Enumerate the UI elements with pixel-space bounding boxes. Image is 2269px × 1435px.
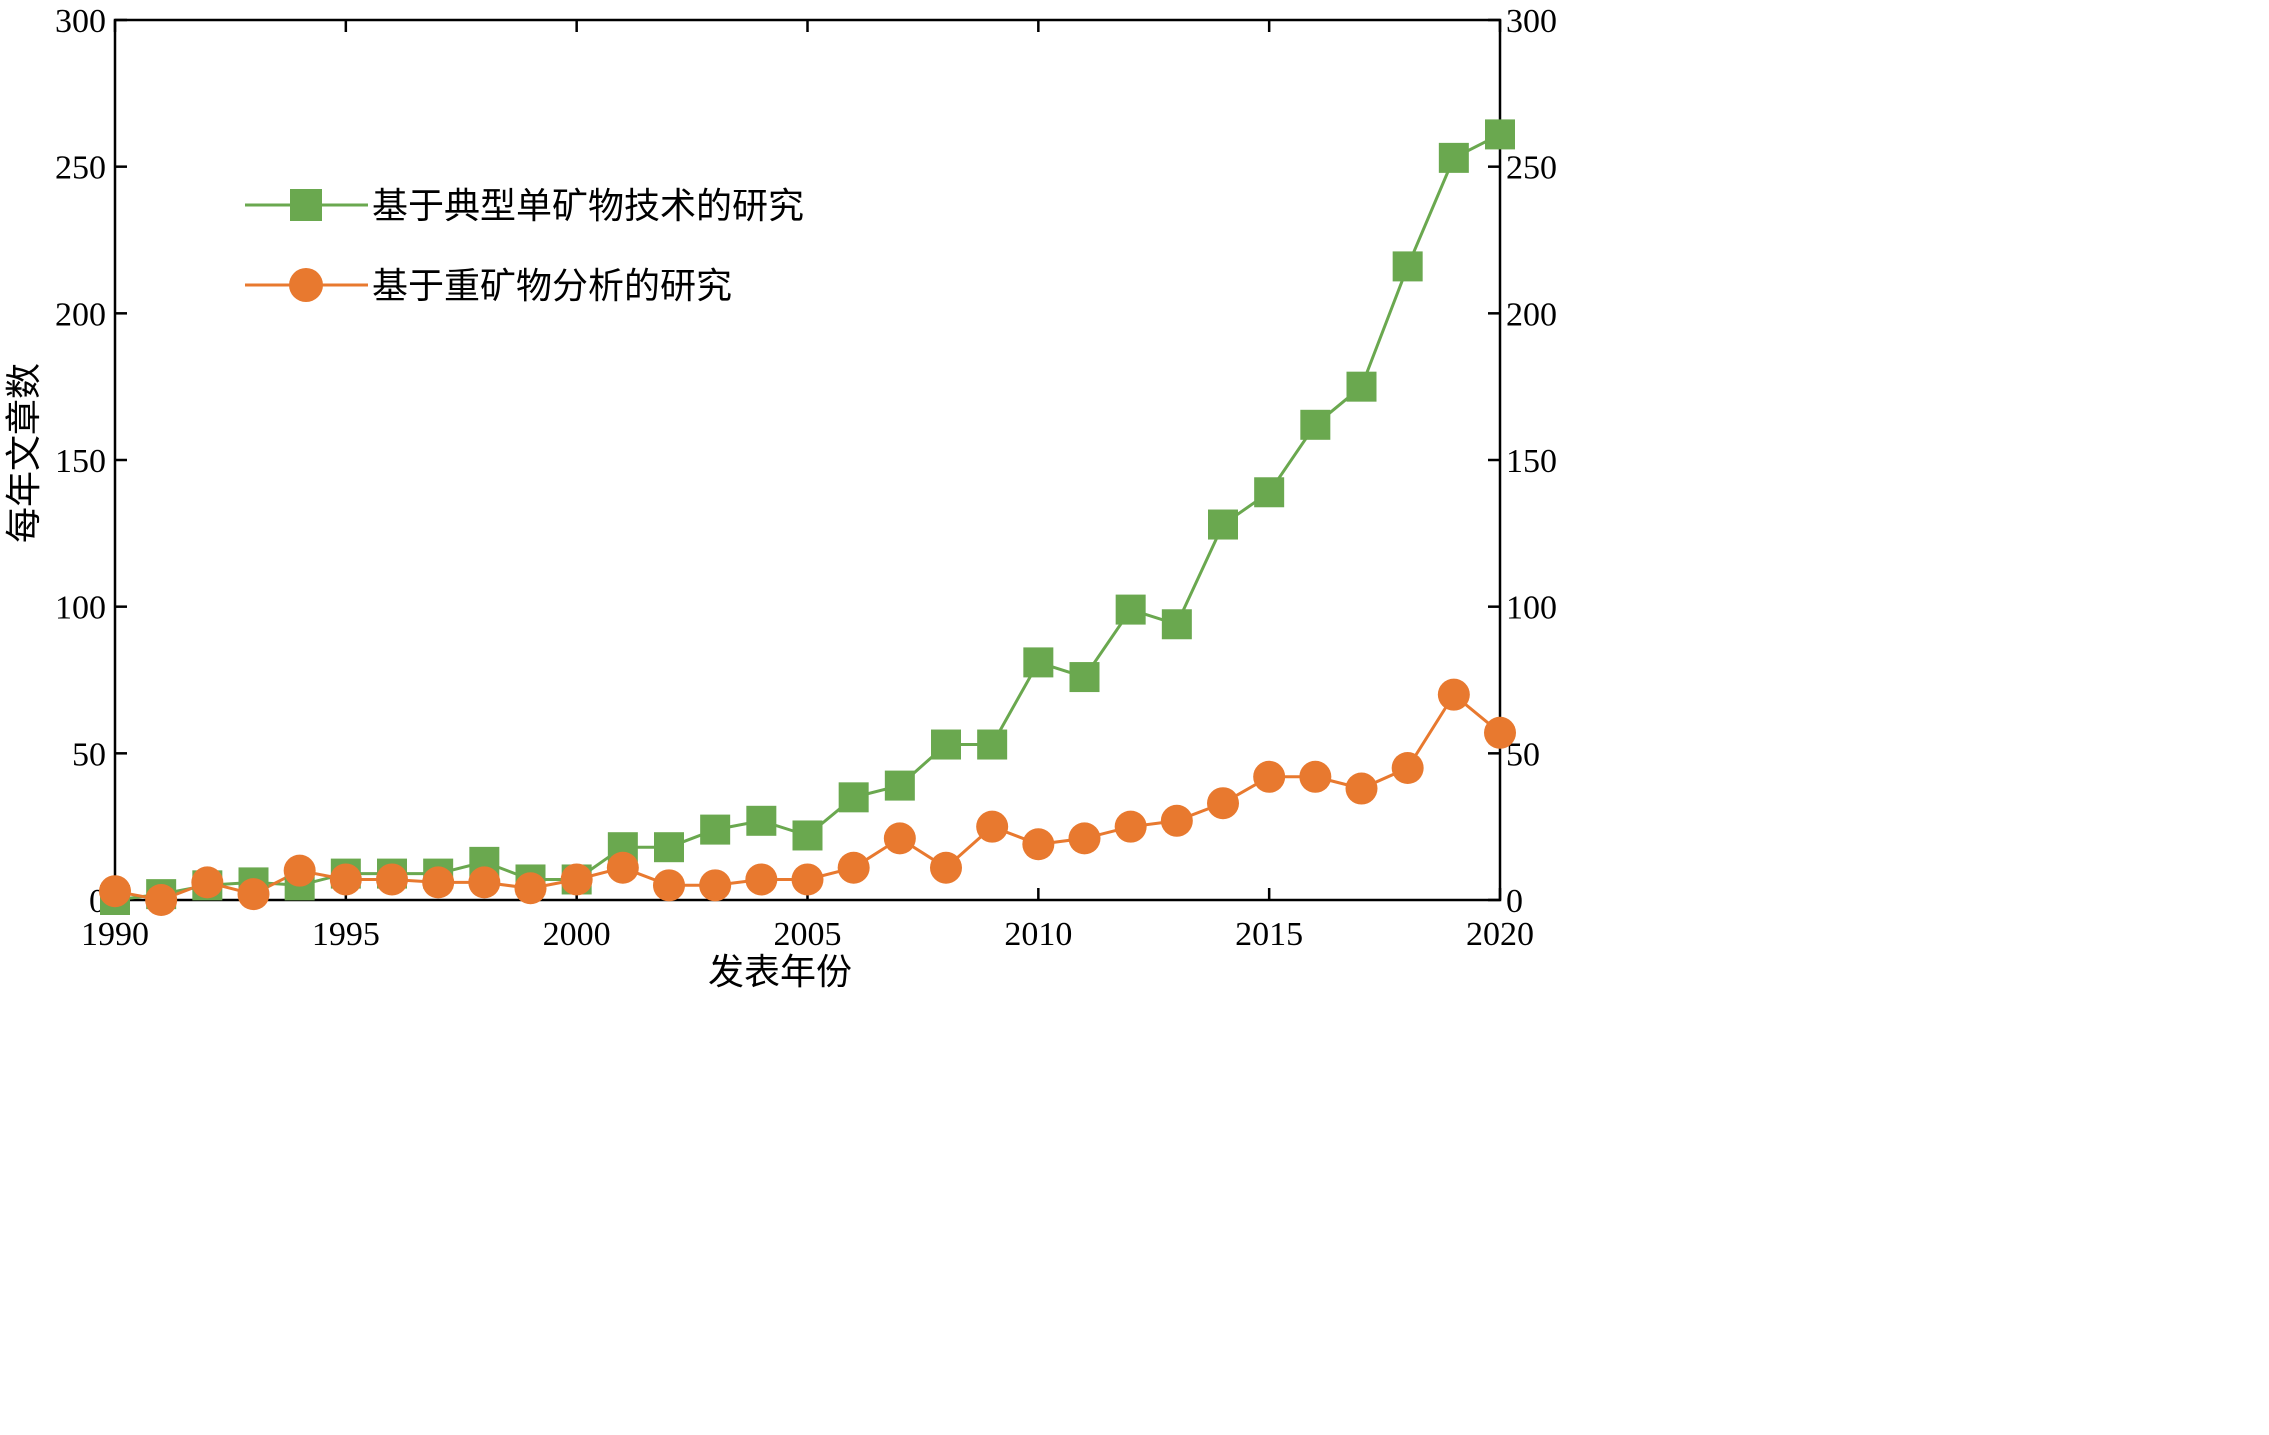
circle-marker-point <box>1345 772 1378 805</box>
y2-tick-label: 300 <box>1506 3 1557 40</box>
circle-marker-point <box>468 866 501 899</box>
axis-ticks <box>113 18 1502 902</box>
x-tick-label: 2015 <box>1235 916 1303 953</box>
circle-marker-point <box>699 869 732 902</box>
square-marker-point <box>1438 142 1469 173</box>
x-tick-label: 1990 <box>81 916 149 953</box>
circle-marker-point <box>1391 752 1424 784</box>
series-markers <box>99 119 1516 916</box>
x-tick-label: 2005 <box>774 916 842 953</box>
legend-item-series-2: 基于重矿物分析的研究 <box>245 266 732 307</box>
square-marker-point <box>1485 119 1515 150</box>
circle-marker-point <box>329 863 362 896</box>
circle-marker-point <box>191 866 224 899</box>
circle-marker-point <box>791 863 824 896</box>
y-tick-label: 50 <box>72 736 106 773</box>
legend-label-series-1: 基于典型单矿物技术的研究 <box>372 186 804 227</box>
square-marker-point <box>1023 647 1054 678</box>
legend-circle-marker <box>289 268 323 302</box>
square-marker-point <box>1346 371 1377 402</box>
circle-marker-point <box>606 851 639 884</box>
y-axis-title: 每年文章数 <box>4 363 45 543</box>
legend: 基于典型单矿物技术的研究 基于重矿物分析的研究 <box>245 186 804 307</box>
x-tick-label: 1995 <box>312 916 380 953</box>
square-marker-point <box>792 820 823 851</box>
square-marker-point <box>1161 609 1192 640</box>
circle-marker-point <box>1484 716 1516 749</box>
square-marker-point <box>1069 662 1100 693</box>
circle-marker-point <box>376 863 408 896</box>
legend-square-marker <box>290 189 322 221</box>
circle-marker-point <box>1114 810 1147 843</box>
y2-tick-label: 0 <box>1506 883 1523 920</box>
y2-tick-label: 150 <box>1506 443 1557 480</box>
y2-tick-label: 200 <box>1506 296 1557 333</box>
circle-marker-point <box>976 810 1009 843</box>
circle-marker-point <box>1068 822 1101 855</box>
circle-marker-point <box>283 854 316 887</box>
square-marker-point <box>1115 594 1146 625</box>
y2-tick-label: 250 <box>1506 150 1557 187</box>
square-marker-point <box>700 814 731 845</box>
circle-marker-point <box>99 875 131 908</box>
square-marker-point <box>746 805 777 836</box>
circle-marker-point <box>1160 804 1193 837</box>
y-tick-label: 100 <box>55 590 106 627</box>
square-marker-point <box>1300 409 1331 440</box>
square-marker-point <box>1254 477 1285 508</box>
square-marker-point <box>977 729 1008 760</box>
circle-marker-point <box>1437 678 1470 711</box>
circle-marker-point <box>422 866 455 899</box>
y-tick-label: 200 <box>55 296 106 333</box>
square-marker-point <box>931 729 961 760</box>
y2-tick-label: 100 <box>1506 590 1557 627</box>
circle-marker-point <box>145 884 178 916</box>
square-marker-point <box>654 832 684 863</box>
square-marker-point <box>1208 509 1238 540</box>
circle-marker-point <box>1299 760 1332 793</box>
square-marker-point <box>1392 251 1423 282</box>
circle-marker-point <box>745 863 778 896</box>
x-tick-label: 2000 <box>543 916 611 953</box>
x-tick-label: 2010 <box>1004 916 1072 953</box>
circle-marker-point <box>1022 828 1055 861</box>
circle-marker-point <box>560 863 593 896</box>
y-tick-label: 250 <box>55 150 106 187</box>
circle-marker-point <box>930 851 962 884</box>
circle-marker-point <box>883 822 916 855</box>
circle-marker-point <box>514 872 547 905</box>
square-marker-point <box>884 770 915 801</box>
y-tick-label: 150 <box>55 443 106 480</box>
circle-marker-point <box>653 869 685 902</box>
x-axis-title: 发表年份 <box>708 952 852 993</box>
square-marker-point <box>838 782 869 813</box>
circle-marker-point <box>837 851 870 884</box>
series-line-1 <box>114 133 1501 902</box>
y-tick-label: 300 <box>55 3 106 40</box>
legend-label-series-2: 基于重矿物分析的研究 <box>372 266 732 307</box>
circle-marker-point <box>237 878 270 911</box>
x-tick-label: 2020 <box>1466 916 1534 953</box>
series-lines <box>114 133 1501 902</box>
circle-marker-point <box>1207 787 1239 820</box>
legend-item-series-1: 基于典型单矿物技术的研究 <box>245 186 804 227</box>
circle-marker-point <box>1253 760 1286 793</box>
